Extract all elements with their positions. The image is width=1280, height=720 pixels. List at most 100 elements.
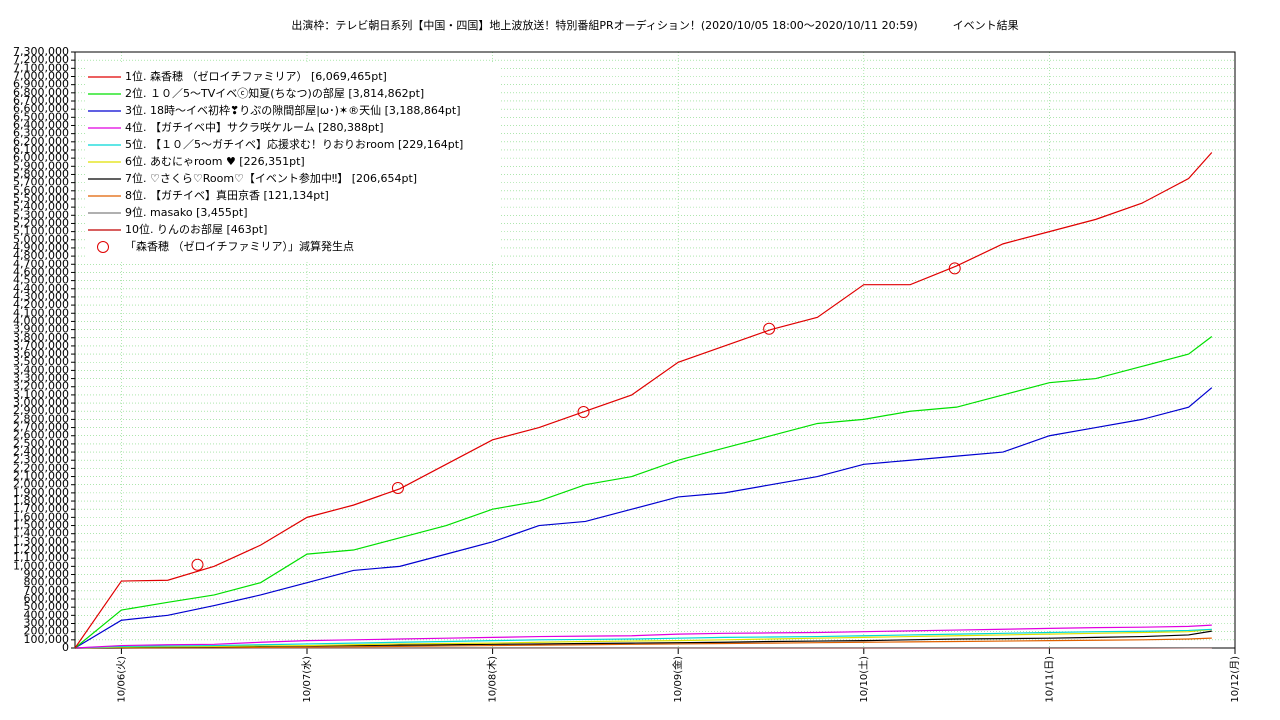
y-tick-label: 5,300,000	[13, 208, 69, 221]
y-tick-label: 2,300,000	[13, 453, 69, 466]
marker	[391, 481, 404, 494]
x-tick-label: 10/09(金)	[671, 656, 684, 703]
y-tick-label: 2,700,000	[13, 421, 69, 434]
y-tick-label: 6,900,000	[13, 78, 69, 91]
legend-label: 7位. ♡さくら♡Room♡【イベント参加中‼】 [206,654pt]	[125, 171, 417, 185]
legend-box	[85, 62, 500, 262]
y-tick-label: 7,200,000	[13, 53, 69, 66]
y-tick-label: 400,000	[24, 608, 70, 621]
y-tick-label: 1,700,000	[13, 502, 69, 515]
series-line	[74, 152, 1213, 649]
legend-label: 8位. 【ガチイベ】真田京香 [121,134pt]	[125, 188, 329, 202]
series-line	[74, 637, 1212, 649]
y-tick-label: 4,600,000	[13, 265, 69, 278]
y-tick-label: 500,000	[24, 600, 70, 613]
y-tick-label: 3,200,000	[13, 380, 69, 393]
y-tick-label: 3,000,000	[13, 396, 69, 409]
x-tick-label: 10/10(土)	[857, 656, 870, 703]
y-tick-label: 6,200,000	[13, 135, 69, 148]
series-line	[74, 336, 1213, 649]
y-tick-label: 1,400,000	[13, 527, 69, 540]
y-tick-label: 5,900,000	[13, 159, 69, 172]
y-tick-label: 5,400,000	[13, 200, 69, 213]
y-tick-label: 2,500,000	[13, 437, 69, 450]
y-tick-label: 3,800,000	[13, 331, 69, 344]
y-tick-label: 7,300,000	[13, 45, 69, 58]
y-tick-label: 300,000	[24, 617, 70, 630]
legend-label: 2位. １０／5〜TVイベⓒ知夏(ちなつ)の部屋 [3,814,862pt]	[125, 86, 424, 100]
x-tick-label: 10/12(月)	[1229, 656, 1241, 703]
legend-label: 10位. りんのお部屋 [463pt]	[125, 222, 267, 236]
y-tick-label: 6,500,000	[13, 110, 69, 123]
legend-label: 9位. masako [3,455pt]	[125, 205, 248, 219]
y-tick-label: 2,200,000	[13, 461, 69, 474]
y-tick-label: 1,800,000	[13, 494, 69, 507]
y-tick-label: 5,000,000	[13, 233, 69, 246]
chart-title: 出演枠：テレビ朝日系列【中国・四国】地上波放送！特別番組PRオーディション！(2…	[291, 18, 1018, 32]
y-tick-label: 7,100,000	[13, 61, 69, 74]
y-tick-label: 3,600,000	[13, 347, 69, 360]
series-line	[74, 628, 1212, 649]
y-tick-label: 6,300,000	[13, 127, 69, 140]
y-tick-label: 900,000	[24, 568, 70, 581]
legend-label: 5位. 【１０／5〜ガチイベ】応援求む！りおりおroom [229,164pt]	[125, 137, 463, 151]
y-tick-label: 1,600,000	[13, 510, 69, 523]
series-line	[74, 387, 1213, 649]
y-tick-label: 3,100,000	[13, 388, 69, 401]
y-tick-label: 6,400,000	[13, 118, 69, 131]
y-tick-label: 4,400,000	[13, 282, 69, 295]
y-tick-label: 6,700,000	[13, 94, 69, 107]
y-tick-label: 6,000,000	[13, 151, 69, 164]
x-tick-label: 10/08(木)	[487, 656, 499, 703]
y-tick-label: 1,300,000	[13, 535, 69, 548]
legend-label: 1位. 森香穂 （ゼロイチファミリア） [6,069,465pt]	[125, 69, 387, 83]
y-tick-label: 2,000,000	[13, 478, 69, 491]
y-tick-label: 2,400,000	[13, 445, 69, 458]
y-tick-label: 4,700,000	[13, 257, 69, 270]
x-tick-label: 10/06(火)	[115, 656, 127, 703]
y-tick-label: 4,000,000	[13, 314, 69, 327]
y-tick-label: 0	[62, 641, 69, 654]
y-tick-label: 5,500,000	[13, 192, 69, 205]
legend-label: 「森香穂 （ゼロイチファミリア）」減算発生点	[125, 239, 354, 253]
y-tick-label: 5,200,000	[13, 216, 69, 229]
marker	[763, 322, 776, 335]
legend-marker	[97, 241, 109, 253]
y-tick-label: 2,800,000	[13, 412, 69, 425]
y-tick-label: 3,400,000	[13, 363, 69, 376]
y-tick-label: 2,600,000	[13, 429, 69, 442]
y-tick-label: 3,300,000	[13, 372, 69, 385]
y-tick-label: 6,800,000	[13, 86, 69, 99]
x-tick-label: 10/07(水)	[301, 656, 313, 703]
legend-label: 3位. 18時〜イベ初枠❣りぷの隙間部屋|ω･)✶®天仙 [3,188,864p…	[125, 103, 461, 117]
y-tick-label: 4,100,000	[13, 306, 69, 319]
marker	[577, 406, 590, 419]
y-tick-label: 200,000	[24, 625, 70, 638]
legend-label: 6位. あむにゃroom ♥ [226,351pt]	[125, 154, 305, 168]
y-tick-label: 6,100,000	[13, 143, 69, 156]
y-tick-label: 5,800,000	[13, 167, 69, 180]
y-tick-label: 1,900,000	[13, 486, 69, 499]
series-line	[74, 624, 1212, 649]
y-tick-label: 700,000	[24, 584, 70, 597]
y-tick-label: 5,100,000	[13, 225, 69, 238]
y-tick-label: 5,700,000	[13, 176, 69, 189]
y-tick-label: 5,600,000	[13, 184, 69, 197]
y-tick-label: 1,200,000	[13, 543, 69, 556]
y-tick-label: 1,100,000	[13, 551, 69, 564]
y-tick-label: 7,000,000	[13, 69, 69, 82]
y-tick-label: 4,800,000	[13, 249, 69, 262]
marker	[191, 558, 204, 571]
legend-label: 4位. 【ガチイベ中】サクラ咲ケルーム [280,388pt]	[125, 120, 384, 134]
y-tick-label: 2,100,000	[13, 470, 69, 483]
y-tick-label: 3,500,000	[13, 355, 69, 368]
x-tick-label: 10/11(日)	[1044, 656, 1055, 703]
y-tick-label: 600,000	[24, 592, 70, 605]
y-tick-label: 2,900,000	[13, 404, 69, 417]
y-tick-label: 1,000,000	[13, 559, 69, 572]
y-tick-label: 4,900,000	[13, 241, 69, 254]
y-tick-label: 1,500,000	[13, 519, 69, 532]
y-tick-label: 3,900,000	[13, 323, 69, 336]
